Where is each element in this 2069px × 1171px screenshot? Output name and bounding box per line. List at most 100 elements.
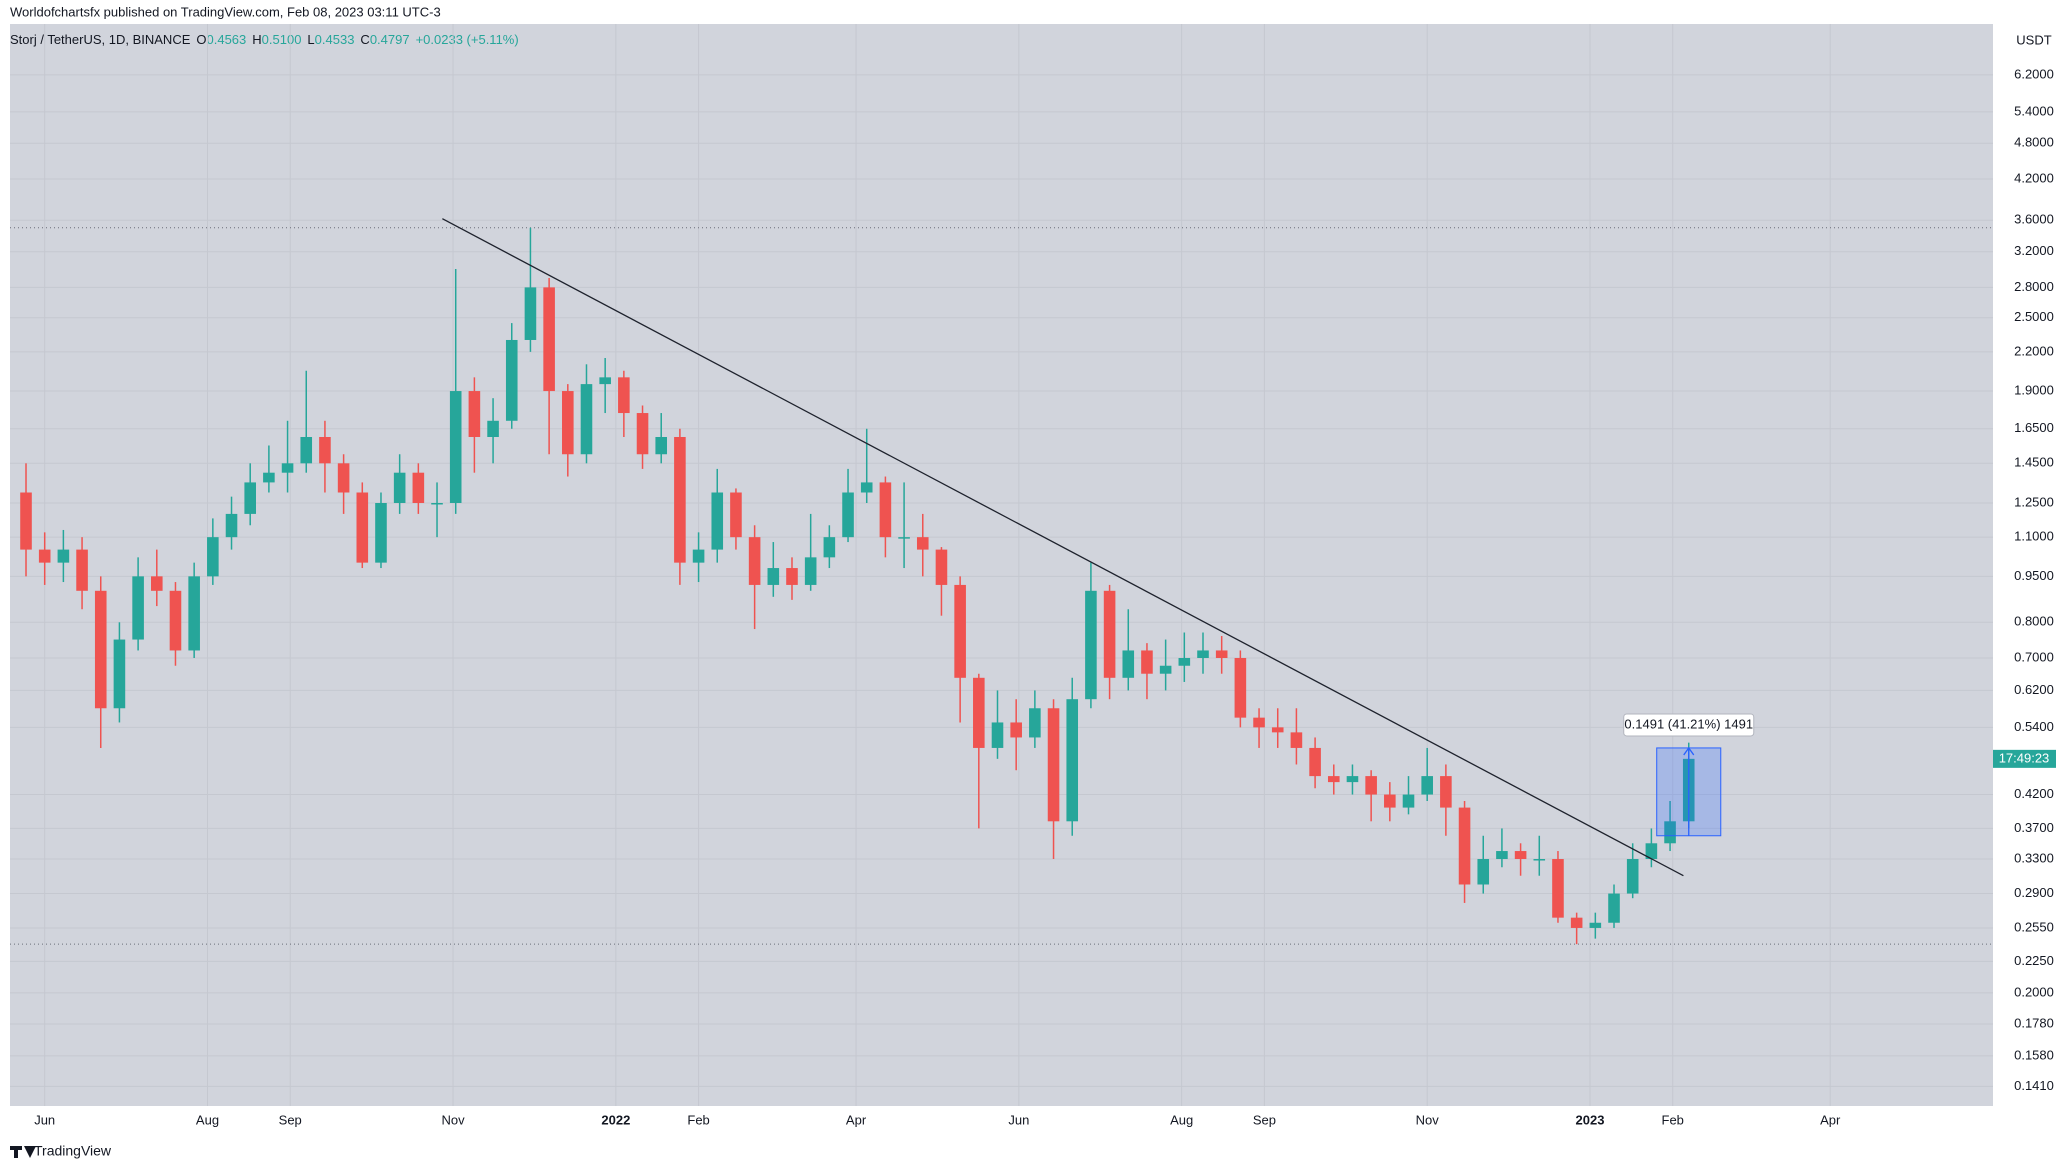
candle-body — [412, 472, 425, 503]
measure-label: 0.1491 (41.21%) 1491 — [1624, 716, 1753, 731]
candle-body — [487, 420, 499, 437]
candle-body — [1309, 747, 1321, 777]
candle-body — [954, 584, 966, 678]
change: +0.0233 (+5.11%) — [416, 32, 519, 47]
brand: TradingView — [34, 1143, 112, 1159]
axis-unit: USDT — [2016, 32, 2051, 47]
candle-body — [1570, 917, 1583, 928]
candle-body — [20, 492, 32, 550]
y-tick-label: 0.1780 — [2014, 1015, 2054, 1030]
candle-body — [1103, 590, 1116, 678]
y-tick-label: 0.1410 — [2014, 1078, 2054, 1093]
ohlc-value: 0.5100 — [262, 32, 302, 47]
candle-body — [375, 502, 387, 563]
y-tick-label: 1.1000 — [2014, 529, 2054, 544]
candle-body — [842, 492, 854, 538]
candle-body — [57, 549, 70, 563]
candle-body — [879, 482, 892, 538]
x-tick-label: 2023 — [1576, 1112, 1605, 1127]
candle-body — [823, 537, 836, 558]
candle-body — [150, 576, 163, 591]
candle-body — [562, 391, 574, 455]
candle-body — [169, 590, 182, 651]
y-tick-label: 0.3300 — [2014, 850, 2054, 865]
ohlc-value: 0.4797 — [370, 32, 410, 47]
candle-body — [991, 722, 1004, 748]
candle-body — [1477, 859, 1490, 885]
candle-body — [1085, 590, 1097, 700]
ohlc-key: C — [360, 32, 369, 47]
x-tick-label: Sep — [1253, 1112, 1276, 1127]
candle-body — [319, 436, 331, 464]
candle-body — [935, 549, 948, 585]
candle-body — [674, 436, 686, 563]
candle-body — [543, 287, 555, 392]
candle-body — [580, 384, 593, 455]
candle-body — [1365, 776, 1377, 795]
y-tick-label: 4.8000 — [2014, 135, 2054, 150]
candle-body — [973, 677, 985, 748]
plot-area — [10, 24, 1993, 1106]
candle-body — [1533, 859, 1546, 861]
candle-body — [1141, 650, 1153, 674]
candle-body — [207, 537, 219, 577]
candle-body — [1010, 722, 1022, 738]
candle-body — [1552, 859, 1564, 918]
ohlc-key: H — [252, 32, 261, 47]
x-tick-label: 2022 — [601, 1112, 630, 1127]
x-tick-label: Feb — [687, 1112, 709, 1127]
candle-body — [468, 391, 481, 437]
y-tick-label: 1.2500 — [2014, 494, 2054, 509]
candle-body — [431, 502, 443, 505]
candle-body — [618, 377, 630, 414]
candle-body — [263, 472, 275, 483]
y-tick-label: 0.3700 — [2014, 820, 2054, 835]
candle-body — [1421, 776, 1433, 795]
y-tick-label: 6.2000 — [2014, 66, 2054, 81]
candle-body — [1234, 657, 1247, 718]
x-tick-label: Aug — [196, 1112, 219, 1127]
candle-body — [1626, 859, 1639, 894]
x-tick-label: Jun — [34, 1112, 55, 1127]
candle-body — [599, 377, 611, 385]
candle-body — [188, 576, 200, 651]
candle-body — [337, 463, 350, 493]
candle-body — [1458, 807, 1471, 885]
candle-body — [1514, 851, 1527, 860]
x-tick-label: Aug — [1170, 1112, 1193, 1127]
y-tick-label: 0.2250 — [2014, 953, 2054, 968]
ohlc-value: 0.4533 — [315, 32, 355, 47]
y-tick-label: 3.2000 — [2014, 243, 2054, 258]
candle-body — [767, 568, 780, 585]
y-tick-label: 1.9000 — [2014, 382, 2054, 397]
measure-arrow-head — [1683, 746, 1695, 756]
candle-body — [76, 549, 88, 591]
measure-label-bg — [1623, 713, 1755, 737]
candle-body — [1440, 776, 1452, 808]
candle-body — [393, 472, 406, 503]
ohlc-key: O — [196, 32, 206, 47]
candle-body — [692, 549, 705, 563]
y-tick-label: 0.6200 — [2014, 682, 2054, 697]
y-tick-label: 1.6500 — [2014, 420, 2054, 435]
candle-body — [1122, 650, 1135, 678]
candle-body — [1029, 708, 1041, 738]
x-tick-label: Nov — [441, 1112, 465, 1127]
trendline — [442, 218, 1684, 877]
candle-body — [898, 537, 910, 539]
y-tick-label: 4.2000 — [2014, 170, 2054, 185]
candle-body — [1215, 650, 1228, 658]
symbol-legend: Storj / TetherUS, 1D, BINANCE O0.4563 H0.5… — [10, 32, 519, 47]
candle-body — [1159, 665, 1172, 674]
candle-body — [1589, 922, 1602, 928]
candle-body — [1346, 776, 1359, 783]
y-tick-label: 0.1580 — [2014, 1047, 2054, 1062]
y-tick-label: 3.6000 — [2014, 212, 2054, 227]
candle-body — [1327, 776, 1340, 783]
candle-body — [636, 413, 649, 455]
y-tick-label: 2.2000 — [2014, 343, 2054, 358]
candle-body — [1645, 843, 1658, 860]
countdown-label: 17:49:23 — [1999, 750, 2050, 765]
y-tick-label: 1.4500 — [2014, 455, 2054, 470]
